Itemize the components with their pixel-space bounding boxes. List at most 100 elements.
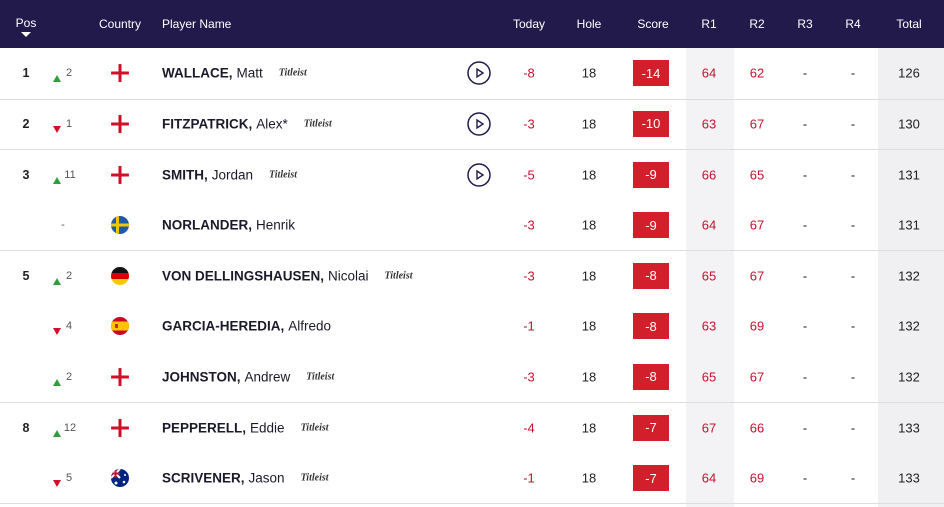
column-header: R1 — [701, 17, 717, 31]
player-name: NORLANDER, Henrik — [162, 218, 295, 233]
column-header: R3 — [797, 17, 813, 31]
movement: 5 — [65, 472, 73, 485]
movement: - — [61, 219, 65, 232]
country-flag — [111, 469, 129, 488]
score: -8 — [633, 363, 669, 390]
move-up-icon — [53, 272, 61, 290]
country-flag — [111, 64, 129, 83]
sponsor-logo: Titleist — [306, 371, 335, 383]
country-flag — [111, 317, 129, 336]
sponsor-logo: Titleist — [278, 67, 307, 79]
score: -9 — [633, 212, 669, 239]
sponsor-logo: Titleist — [269, 169, 297, 180]
r2: 65 — [749, 167, 765, 182]
position: 5 — [22, 268, 30, 283]
sponsor-logo: Titleist — [300, 472, 329, 484]
surname: VON DELLINGSHAUSEN, — [162, 268, 325, 284]
r2: 67 — [749, 116, 765, 132]
column-header: Country — [98, 17, 142, 31]
hole: 18 — [581, 268, 597, 284]
player-name: GARCIA-HEREDIA, Alfredo — [162, 319, 331, 334]
surname: SMITH, — [162, 167, 208, 182]
score: -10 — [633, 110, 669, 137]
r3: - — [802, 420, 808, 435]
r4: - — [850, 420, 856, 435]
r3: - — [802, 65, 808, 81]
r2: 69 — [749, 470, 765, 486]
play-button[interactable] — [467, 162, 491, 192]
movement: 2 — [65, 67, 73, 80]
movement: 2 — [65, 370, 73, 383]
first-name: Alfredo — [288, 318, 332, 334]
country-flag — [111, 367, 129, 386]
movement: 2 — [65, 269, 73, 282]
country-flag — [111, 114, 129, 133]
move-down-icon — [53, 322, 61, 340]
hole: 18 — [581, 369, 597, 385]
total-column-bg — [878, 48, 944, 507]
first-name: Jason — [248, 470, 285, 486]
today: -4 — [523, 420, 535, 435]
today: -3 — [523, 369, 535, 385]
column-header: Pos — [15, 16, 37, 30]
move-down-icon — [53, 120, 61, 138]
r4: - — [850, 116, 856, 132]
surname: NORLANDER, — [162, 217, 252, 233]
today: -5 — [523, 167, 535, 182]
column-header: R4 — [845, 17, 861, 31]
today: -3 — [523, 268, 535, 284]
r3: - — [802, 217, 808, 233]
score: -7 — [633, 414, 669, 441]
move-up-icon — [53, 171, 61, 189]
r4: - — [850, 167, 856, 182]
column-header: Total — [896, 17, 922, 31]
play-button[interactable] — [467, 61, 491, 90]
player-name: VON DELLINGSHAUSEN, Nicolai Titleist — [162, 268, 413, 283]
position: 8 — [22, 420, 30, 435]
r4: - — [850, 217, 856, 233]
today: -8 — [523, 65, 535, 81]
hole: 18 — [581, 167, 597, 182]
score: -8 — [633, 313, 669, 340]
hole: 18 — [581, 217, 597, 233]
r3: - — [802, 318, 808, 334]
score: -9 — [633, 161, 669, 188]
r3: - — [802, 268, 808, 284]
hole: 18 — [581, 470, 597, 486]
movement: 1 — [65, 117, 73, 130]
move-up-icon — [53, 424, 61, 442]
country-flag — [111, 266, 129, 285]
row-separator — [0, 149, 944, 150]
surname: JOHNSTON, — [162, 369, 241, 385]
play-button[interactable] — [467, 112, 491, 141]
player-name: SCRIVENER, Jason Titleist — [162, 471, 329, 486]
row-separator — [0, 503, 944, 504]
first-name: Eddie — [250, 420, 285, 435]
movement: 12 — [63, 421, 77, 434]
sort-icon — [21, 32, 31, 37]
r4: - — [850, 65, 856, 81]
first-name: Andrew — [244, 369, 291, 385]
first-name: Jordan — [211, 167, 254, 182]
score: -8 — [633, 262, 669, 289]
hole: 18 — [581, 420, 597, 435]
hole: 18 — [581, 116, 597, 132]
movement: 4 — [65, 320, 73, 333]
today: -3 — [523, 217, 535, 233]
r3: - — [802, 369, 808, 385]
row-separator — [0, 99, 944, 100]
position: 3 — [22, 167, 30, 182]
country-flag — [111, 216, 129, 235]
r2: 67 — [749, 369, 765, 385]
r3: - — [802, 116, 808, 132]
player-name: WALLACE, Matt Titleist — [162, 66, 307, 81]
score: -14 — [633, 60, 669, 87]
first-name: Henrik — [256, 217, 296, 233]
hole: 18 — [581, 65, 597, 81]
surname: SCRIVENER, — [162, 470, 245, 486]
r4: - — [850, 369, 856, 385]
column-header: Player Name — [162, 17, 232, 31]
player-name: FITZPATRICK, Alex* Titleist — [162, 116, 332, 131]
